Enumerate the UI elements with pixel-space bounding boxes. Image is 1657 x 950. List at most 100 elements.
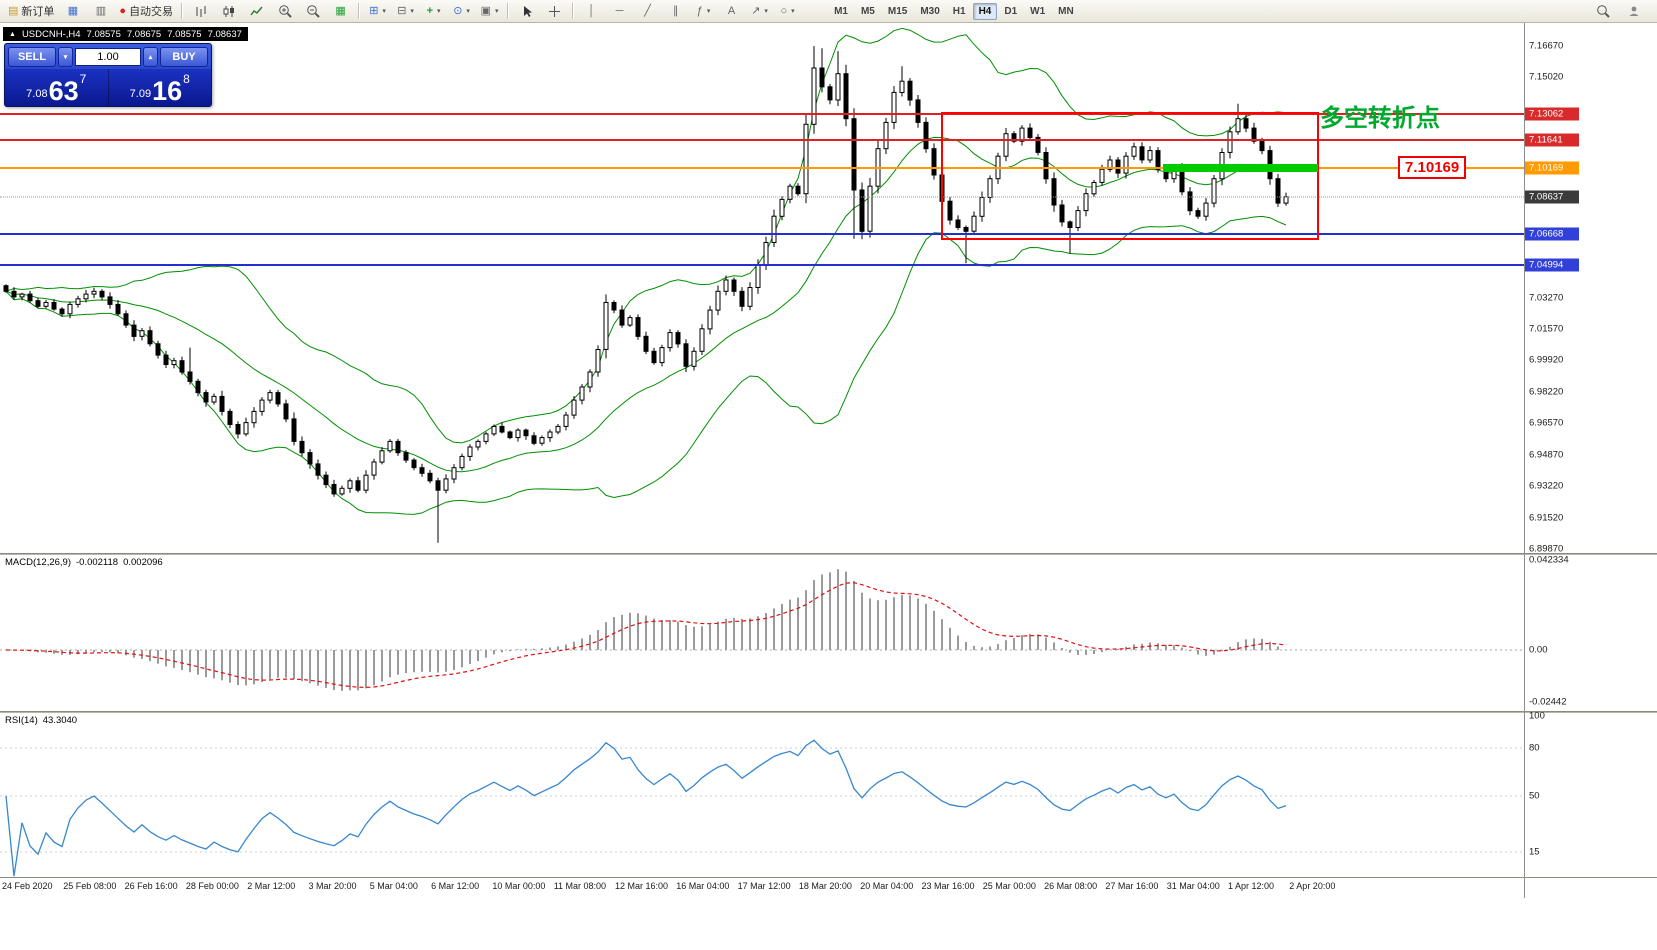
zoom-in-button[interactable]	[271, 1, 298, 21]
timeframe-button-w1[interactable]: W1	[1030, 5, 1046, 17]
sell-button[interactable]: SELL	[8, 47, 56, 67]
templates-icon: ▣	[480, 4, 491, 17]
zoom-out-button[interactable]	[299, 1, 326, 21]
level-line-7.08637[interactable]	[0, 196, 1524, 198]
volume-input[interactable]: 1.00	[75, 48, 141, 66]
time-label: 2 Mar 12:00	[247, 881, 296, 891]
timeframe-button-d1[interactable]: D1	[1004, 5, 1018, 17]
level-line-7.06668[interactable]	[0, 232, 1524, 235]
timeframe-button-mn[interactable]: MN	[1058, 5, 1074, 17]
market-watch-button[interactable]: ▥	[87, 1, 114, 21]
volume-increment-button[interactable]: ▴	[143, 47, 158, 67]
search-button[interactable]	[1589, 1, 1616, 21]
time-label: 18 Mar 20:00	[798, 881, 852, 891]
level-line-7.13062[interactable]	[0, 112, 1524, 115]
chevron-down-icon: ▾	[410, 8, 414, 15]
new-order-icon: ▤	[8, 4, 19, 17]
price-chart-canvas[interactable]	[0, 23, 1524, 553]
arrows-tool-button[interactable]: ↗ ▾	[746, 1, 773, 21]
channel-tool-button[interactable]: ∥	[662, 1, 689, 21]
autotrading-button[interactable]: ● 自动交易	[115, 1, 177, 21]
toolbar-separator	[358, 3, 361, 19]
time-axis-separator	[0, 877, 1657, 878]
rsi-axis-tick: 50	[1529, 790, 1540, 802]
trendline-tool-button[interactable]: ╱	[634, 1, 661, 21]
panel-separator[interactable]	[0, 553, 1657, 555]
support-highlight-bar[interactable]	[1163, 164, 1318, 172]
fibonacci-tool-button[interactable]: ƒ ▾	[690, 1, 717, 21]
time-label: 11 Mar 08:00	[553, 881, 607, 891]
collapse-panel-icon[interactable]: ▲	[9, 30, 16, 38]
bar-chart-type-icon	[196, 5, 206, 17]
price-tick: 6.93220	[1529, 480, 1564, 492]
autotrading-icon: ●	[119, 4, 127, 17]
community-button[interactable]	[1620, 1, 1647, 21]
volume-decrement-button[interactable]: ▾	[58, 47, 73, 67]
shapes-tool-button[interactable]: ○ ▾	[774, 1, 801, 21]
arrange-windows-icon: ⊞	[369, 4, 379, 17]
price-tick: 6.94870	[1529, 449, 1564, 461]
templates-button[interactable]: ▣ ▾	[476, 1, 503, 21]
tile-windows-icon: ▦	[335, 4, 346, 17]
cursor-button[interactable]	[513, 1, 540, 21]
text-tool-button[interactable]: A	[718, 1, 745, 21]
horizontal-line-icon: ─	[615, 4, 624, 17]
price-tick: 6.91520	[1529, 512, 1564, 524]
level-line-7.11641[interactable]	[0, 139, 1524, 142]
chevron-down-icon: ▾	[437, 8, 441, 15]
crosshair-button[interactable]	[541, 1, 568, 21]
horizontal-line-tool-button[interactable]: ─	[606, 1, 633, 21]
chevron-down-icon: ▾	[495, 8, 499, 15]
timeframe-button-m1[interactable]: M1	[834, 5, 848, 17]
vertical-line-tool-button[interactable]: │	[578, 1, 605, 21]
time-label: 28 Feb 00:00	[185, 881, 239, 891]
fibonacci-icon: ƒ	[696, 4, 703, 17]
sell-quote[interactable]: 7.08 63 7	[5, 69, 109, 106]
turning-point-annotation[interactable]: 多空转折点	[1320, 105, 1440, 132]
panel-separator[interactable]	[0, 711, 1657, 713]
level-line-7.04994[interactable]	[0, 264, 1524, 267]
line-chart-type-button[interactable]	[243, 1, 270, 21]
timeframe-button-m15[interactable]: M15	[887, 5, 908, 17]
candlestick-type-button[interactable]	[215, 1, 242, 21]
arrange-windows-button[interactable]: ⊞ ▾	[364, 1, 391, 21]
price-level-annotation[interactable]: 7.10169	[1398, 156, 1467, 179]
new-order-button[interactable]: ▤ 新订单	[4, 1, 58, 21]
buy-button[interactable]: BUY	[160, 47, 208, 67]
indicators-button[interactable]: + ▾	[420, 1, 447, 21]
cursor-icon	[523, 5, 532, 17]
price-tick: 7.03270	[1529, 292, 1564, 303]
chart-shift-button[interactable]: ⊟ ▾	[392, 1, 419, 21]
toolbar-separator	[507, 3, 510, 19]
buy-price-big: 16	[152, 76, 183, 107]
buy-quote[interactable]: 7.09 16 8	[109, 69, 212, 106]
time-label: 26 Feb 16:00	[124, 881, 178, 891]
price-tick: 7.01570	[1529, 323, 1564, 335]
time-label: 27 Mar 16:00	[1105, 881, 1159, 891]
timeframe-button-m5[interactable]: M5	[860, 5, 875, 17]
price-tag: 7.10169	[1525, 161, 1579, 175]
low-value: 7.08575	[167, 28, 202, 40]
macd-canvas[interactable]	[0, 555, 1524, 711]
timeframe-button-m30[interactable]: M30	[920, 5, 940, 17]
periods-button[interactable]: ⊙ ▾	[448, 1, 475, 21]
consolidation-rectangle[interactable]	[941, 112, 1319, 240]
price-axis-border	[1524, 23, 1525, 898]
one-click-trading-panel: SELL ▾ 1.00 ▴ BUY 7.08 63 7 7.09 16 8	[4, 43, 212, 107]
time-label: 6 Mar 12:00	[431, 881, 480, 891]
zoom-out-icon	[306, 5, 320, 18]
periods-icon: ⊙	[453, 4, 463, 17]
timeframe-button-h4[interactable]: H4	[972, 2, 998, 20]
new-order-label: 新订单	[21, 6, 55, 18]
zoom-in-icon	[278, 5, 292, 18]
macd-value: -0.002118	[76, 557, 119, 568]
bar-chart-type-button[interactable]	[187, 1, 214, 21]
sell-price-prefix: 7.08	[26, 88, 48, 100]
macd-axis-tick: 0.00	[1529, 644, 1548, 656]
quote-row: 7.08 63 7 7.09 16 8	[5, 69, 211, 106]
timeframe-button-h1[interactable]: H1	[952, 5, 966, 17]
level-line-7.10169[interactable]	[0, 167, 1524, 169]
rsi-canvas[interactable]	[0, 713, 1524, 877]
chart-window-button[interactable]: ▦	[59, 1, 86, 21]
tile-windows-button[interactable]: ▦	[327, 1, 354, 21]
